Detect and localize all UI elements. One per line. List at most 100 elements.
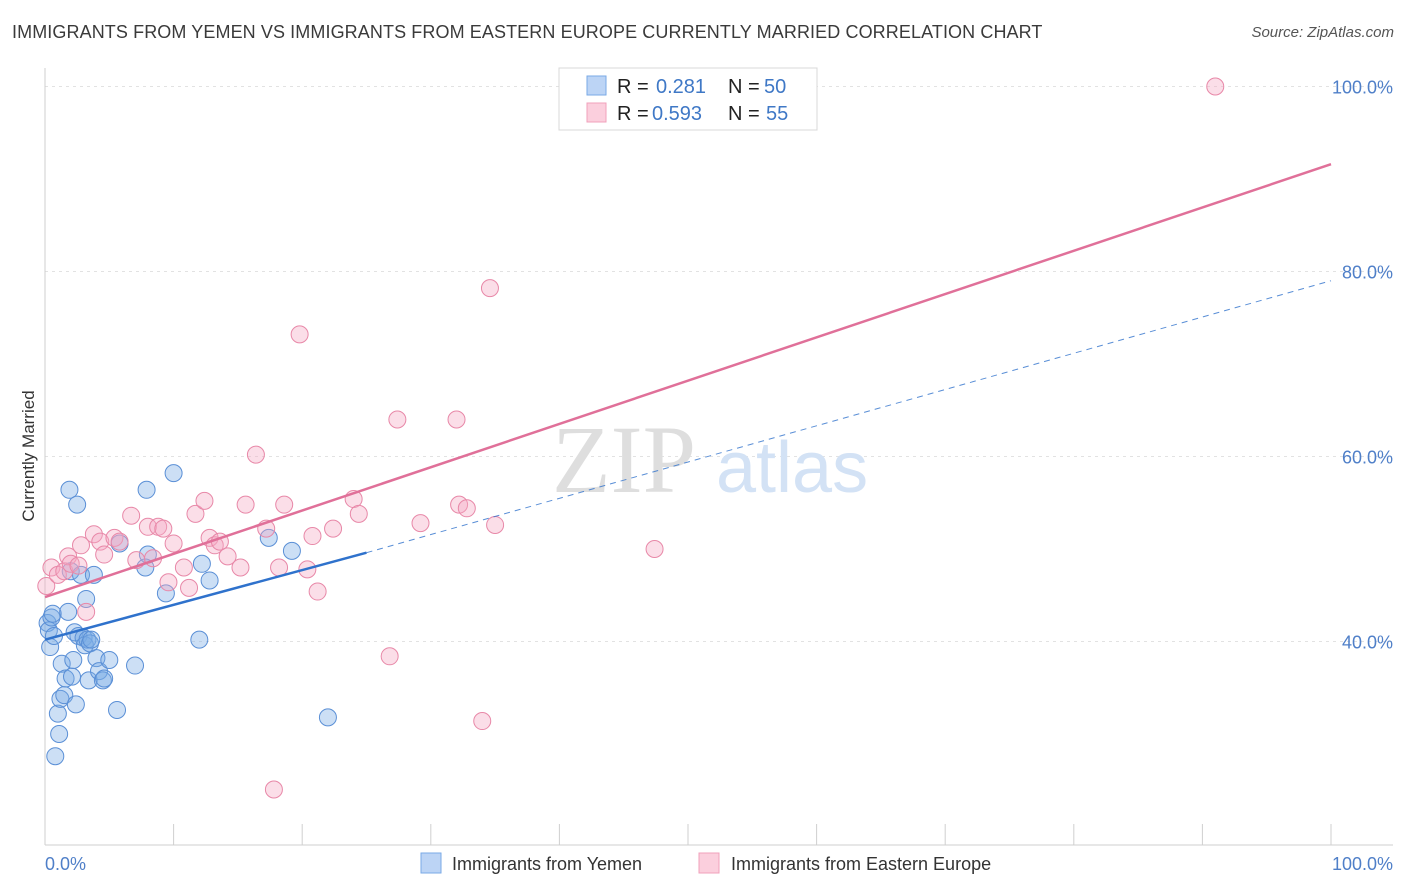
point-yemen-20	[68, 495, 87, 514]
trend-line-yemen	[44, 551, 367, 641]
top-legend: R = 0.281 N = 50 R = 0.593 N = 55	[558, 67, 818, 131]
point-eastern-europe-31	[236, 495, 255, 514]
bottom-legend-label-yemen: Immigrants from Yemen	[452, 854, 642, 874]
point-eastern-europe-4	[59, 547, 78, 566]
point-eastern-europe-53	[645, 540, 664, 558]
bottom-legend-swatch-yemen	[420, 852, 442, 874]
point-eastern-europe-6	[69, 556, 88, 575]
point-eastern-europe-30	[231, 558, 250, 577]
y-tick-label-60: 60.0%	[1342, 448, 1393, 468]
point-eastern-europe-12	[105, 528, 124, 547]
legend-r-value-yemen: 0.281	[656, 76, 706, 98]
point-yemen-12	[56, 669, 75, 688]
point-yemen-6	[46, 747, 65, 766]
point-eastern-europe-47	[447, 410, 466, 429]
point-yemen-25	[77, 589, 96, 608]
point-yemen-35	[100, 651, 119, 669]
bottom-legend: Immigrants from Yemen Immigrants from Ea…	[420, 852, 991, 874]
point-yemen-7	[48, 704, 67, 723]
legend-n-label-yemen: N =	[728, 76, 760, 98]
legend-swatch-eastern-europe	[586, 102, 607, 123]
point-eastern-europe-41	[324, 519, 343, 538]
point-yemen-38	[126, 656, 145, 675]
point-eastern-europe-5	[61, 554, 80, 573]
legend-r-label-eastern-europe: R =	[617, 103, 649, 125]
legend-n-value-yemen: 50	[764, 76, 786, 98]
point-eastern-europe-43	[349, 504, 368, 523]
point-eastern-europe-24	[186, 504, 205, 523]
tick-labels: 40.0% 60.0% 80.0% 100.0% 0.0% 100.0%	[45, 78, 1393, 875]
point-yemen-29	[82, 630, 101, 649]
point-eastern-europe-54	[1206, 77, 1225, 96]
point-eastern-europe-19	[154, 519, 173, 538]
point-yemen-43	[164, 464, 183, 483]
point-eastern-europe-39	[303, 527, 322, 546]
point-eastern-europe-40	[308, 582, 327, 601]
point-eastern-europe-37	[290, 325, 309, 344]
point-yemen-19	[66, 695, 85, 714]
bottom-legend-swatch-eastern-europe	[698, 852, 720, 874]
point-yemen-8	[50, 725, 69, 743]
gridlines	[45, 86, 1393, 642]
point-yemen-45	[192, 554, 211, 573]
point-yemen-16	[63, 667, 82, 686]
trend-extension-yemen	[366, 280, 1332, 554]
point-eastern-europe-13	[110, 532, 129, 551]
point-eastern-europe-16	[138, 517, 157, 536]
point-eastern-europe-14	[122, 506, 141, 525]
watermark: ZIP atlas	[552, 406, 868, 513]
point-eastern-europe-50	[473, 712, 492, 731]
point-yemen-27	[79, 671, 98, 690]
y-tick-label-100: 100.0%	[1332, 78, 1393, 98]
point-eastern-europe-25	[195, 491, 214, 510]
point-eastern-europe-29	[218, 547, 237, 566]
point-eastern-europe-49	[457, 499, 476, 518]
watermark-atlas: atlas	[716, 428, 868, 508]
point-yemen-42	[156, 584, 175, 603]
y-tick-label-80: 80.0%	[1342, 263, 1393, 283]
y-tick-label-40: 40.0%	[1342, 633, 1393, 653]
data-points	[37, 77, 1225, 799]
point-eastern-europe-0	[37, 577, 56, 595]
point-eastern-europe-52	[486, 515, 505, 534]
point-yemen-10	[52, 654, 71, 673]
trend-lines	[44, 163, 1332, 641]
legend-swatch-yemen	[586, 75, 607, 96]
point-eastern-europe-8	[77, 602, 96, 621]
point-eastern-europe-21	[164, 534, 183, 553]
point-eastern-europe-46	[411, 514, 430, 533]
point-eastern-europe-36	[275, 495, 294, 514]
point-eastern-europe-51	[480, 279, 499, 298]
point-yemen-13	[59, 602, 78, 621]
point-yemen-4	[43, 604, 62, 623]
point-yemen-48	[282, 541, 301, 560]
point-eastern-europe-34	[264, 780, 283, 799]
point-yemen-46	[200, 571, 219, 590]
legend-r-value-eastern-europe: 0.593	[652, 103, 702, 125]
legend-n-value-eastern-europe: 55	[766, 103, 788, 125]
axes	[44, 68, 1393, 846]
legend-r-label-yemen: R =	[617, 76, 649, 98]
point-eastern-europe-20	[159, 573, 178, 592]
point-eastern-europe-9	[84, 525, 103, 544]
y-axis-title: Currently Married	[19, 390, 38, 521]
point-yemen-40	[137, 480, 156, 499]
watermark-zip: ZIP	[552, 406, 696, 513]
point-yemen-34	[95, 669, 114, 688]
point-yemen-36	[108, 700, 127, 719]
point-yemen-17	[64, 651, 83, 669]
legend-n-label-eastern-europe: N =	[728, 103, 760, 125]
chart-title: IMMIGRANTS FROM YEMEN VS IMMIGRANTS FROM…	[12, 22, 1043, 42]
point-eastern-europe-45	[388, 410, 407, 429]
point-yemen-49	[318, 708, 337, 727]
point-eastern-europe-32	[246, 445, 265, 464]
point-yemen-14	[60, 480, 79, 499]
point-eastern-europe-44	[380, 647, 399, 666]
point-eastern-europe-22	[174, 558, 193, 577]
x-tick-label-0: 0.0%	[45, 854, 86, 874]
point-eastern-europe-3	[55, 562, 74, 581]
x-tick-label-100: 100.0%	[1332, 854, 1393, 874]
point-eastern-europe-7	[72, 536, 91, 555]
point-yemen-44	[190, 630, 209, 649]
